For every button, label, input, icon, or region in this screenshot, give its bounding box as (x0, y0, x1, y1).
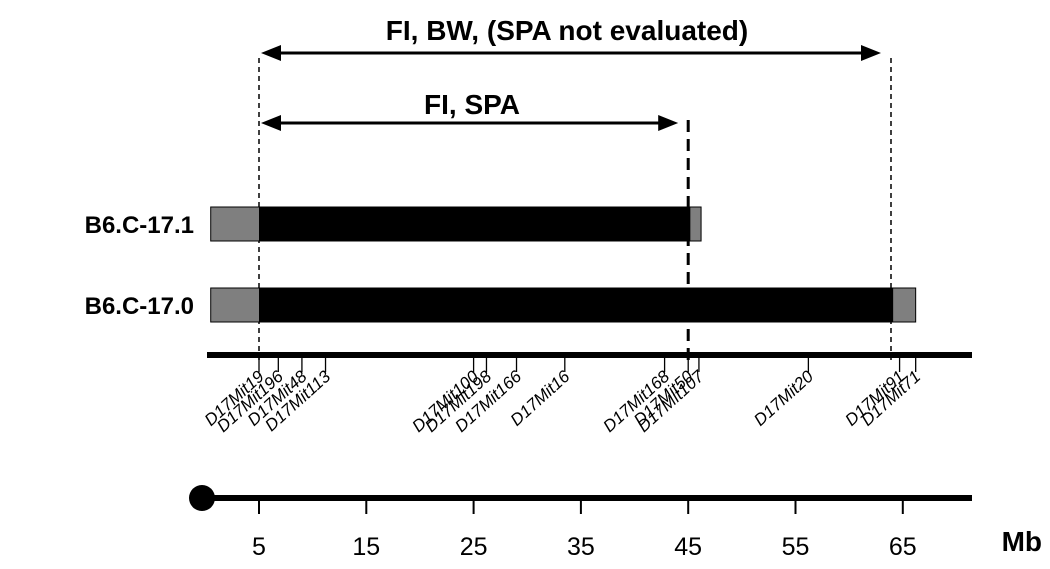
interval-long-right-arrowhead (860, 45, 881, 61)
interval-short-right-arrowhead (658, 115, 679, 131)
strain-row-17-0: B6.C-17.0 (85, 287, 917, 323)
scale-tick-label: 15 (352, 533, 380, 561)
scale-tick-label: 55 (782, 533, 810, 561)
interval-long-left-arrowhead (261, 45, 281, 61)
marker-item: D17Mit20 (750, 355, 817, 430)
scale-tick-label: 45 (674, 533, 702, 561)
scale-tick-label: 25 (460, 533, 488, 561)
interval-short-label: FI, SPA (424, 89, 520, 120)
congenic-donor-segment (259, 207, 691, 241)
strain-label: B6.C-17.0 (85, 293, 194, 320)
interval-short-left-arrowhead (261, 115, 281, 131)
interval-long-label: FI, BW, (SPA not evaluated) (386, 15, 748, 46)
scale-tick-list: 5 15 25 35 45 55 65 (252, 498, 917, 561)
interval-long: FI, BW, (SPA not evaluated) (261, 15, 881, 61)
congenic-donor-segment (259, 288, 894, 322)
unit-label: Mb (1002, 526, 1042, 557)
marker-label: D17Mit20 (750, 366, 817, 429)
scale-tick-label: 65 (889, 533, 917, 561)
interval-short: FI, SPA (261, 89, 679, 131)
strain-row-17-1: B6.C-17.1 (85, 206, 702, 242)
scale-tick-label: 35 (567, 533, 595, 561)
strain-label: B6.C-17.1 (85, 212, 194, 239)
scale-tick-label: 5 (252, 533, 266, 561)
